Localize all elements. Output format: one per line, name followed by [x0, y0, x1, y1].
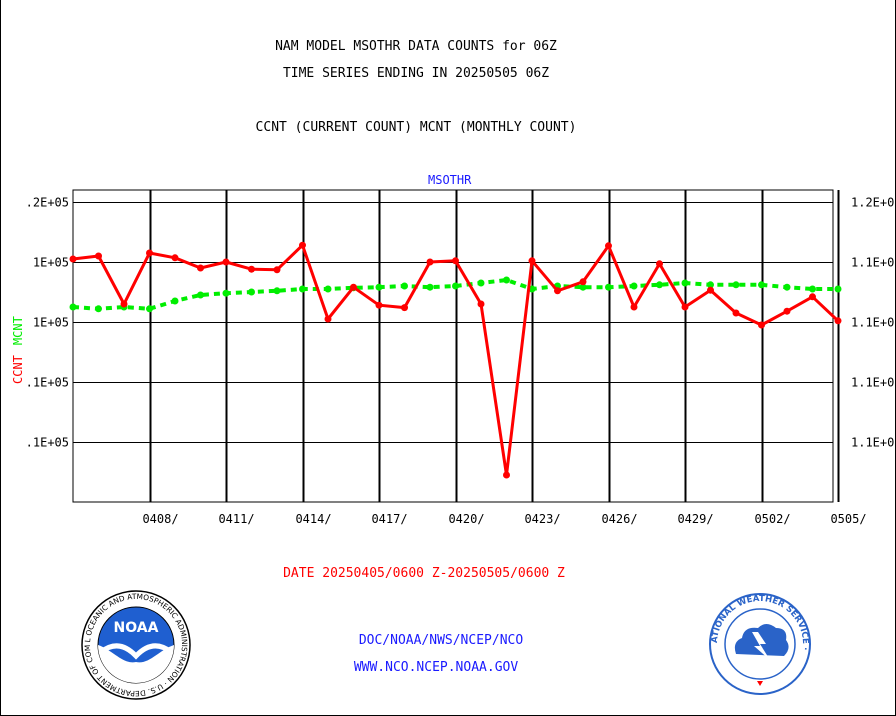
ccnt-axis-label: CCNT: [11, 355, 25, 384]
data-point-mcnt: [605, 283, 612, 291]
data-point-mcnt: [477, 279, 485, 287]
data-point-ccnt: [197, 264, 204, 272]
data-point-ccnt: [783, 307, 791, 315]
data-point-ccnt: [707, 286, 714, 294]
grid: [73, 190, 840, 502]
chart-subtitle: CCNT (CURRENT COUNT) MCNT (MONTHLY COUNT…: [255, 120, 577, 135]
x-tick-label: 0423/: [524, 512, 560, 526]
data-point-ccnt: [324, 315, 332, 323]
data-point-mcnt: [324, 285, 332, 293]
data-point-ccnt: [758, 321, 765, 329]
data-point-ccnt: [656, 260, 663, 268]
y-tick-label-right: 1.1E+0: [851, 376, 894, 390]
data-point-mcnt: [299, 285, 306, 293]
data-point-mcnt: [630, 282, 638, 290]
data-point-ccnt: [452, 257, 459, 265]
noaa-logo-text: NOAA: [114, 620, 159, 636]
y-tick-label-left: .1E+05: [26, 376, 69, 390]
data-point-mcnt: [452, 282, 459, 290]
mcnt-axis-label: MCNT: [11, 316, 25, 346]
data-point-ccnt: [477, 300, 485, 308]
data-point-mcnt: [656, 281, 663, 289]
data-point-ccnt: [375, 301, 383, 309]
data-point-mcnt: [95, 305, 102, 313]
data-point-mcnt: [171, 297, 179, 305]
data-point-ccnt: [681, 303, 689, 311]
data-point-mcnt: [375, 283, 383, 291]
data-point-mcnt: [681, 279, 689, 287]
data-point-mcnt: [401, 282, 408, 290]
data-point-ccnt: [554, 287, 561, 295]
data-point-mcnt: [248, 288, 255, 296]
data-point-ccnt: [401, 304, 408, 312]
data-point-ccnt: [503, 471, 510, 479]
y-tick-label-right: 1.2E+0: [851, 196, 894, 210]
x-tick-label: 0411/: [218, 512, 254, 526]
y-tick-label-left: 1E+05: [33, 256, 69, 270]
chart-title-line1: NAM MODEL MSOTHR DATA COUNTS for 06Z: [275, 39, 557, 54]
y-tick-label-right: 1.1E+0: [851, 436, 894, 450]
noaa-seagull-shape: [98, 645, 174, 683]
data-point-ccnt: [528, 257, 536, 265]
data-point-ccnt: [171, 254, 179, 262]
data-point-ccnt: [350, 283, 357, 291]
x-tick-label: 0420/: [448, 512, 484, 526]
data-point-ccnt: [732, 309, 740, 317]
data-point-ccnt: [248, 265, 255, 273]
y-tick-label-left: .1E+05: [26, 436, 69, 450]
data-point-mcnt: [834, 285, 842, 293]
data-point-mcnt: [426, 283, 434, 291]
data-point-ccnt: [834, 317, 842, 325]
x-tick-label: 0505/: [830, 512, 866, 526]
data-point-mcnt: [707, 281, 714, 289]
data-point-ccnt: [809, 293, 816, 301]
chart-title-line2: TIME SERIES ENDING IN 20250505 06Z: [282, 66, 550, 81]
x-tick-label: 0426/: [601, 512, 637, 526]
data-point-ccnt: [146, 249, 153, 257]
y-tick-label-left: 1E+05: [33, 316, 69, 330]
data-point-ccnt: [69, 255, 77, 263]
data-point-ccnt: [273, 266, 281, 274]
data-point-mcnt: [197, 291, 204, 299]
data-point-ccnt: [299, 241, 306, 249]
data-point-mcnt: [222, 289, 230, 297]
data-point-mcnt: [732, 281, 740, 289]
data-point-ccnt: [222, 258, 230, 266]
data-point-ccnt: [95, 252, 102, 260]
y-axis-labels: CCNT MCNT: [11, 316, 25, 384]
data-point-ccnt: [630, 303, 638, 311]
x-tick-label: 0408/: [142, 512, 178, 526]
data-point-mcnt: [579, 283, 587, 291]
x-tick-label: 0429/: [677, 512, 713, 526]
noaa-logo: NATIONAL OCEANIC AND ATMOSPHERIC ADMINIS…: [79, 590, 191, 700]
data-point-mcnt: [69, 303, 77, 311]
data-point-mcnt: [503, 276, 510, 284]
y-tick-label-right: 1.1E+0: [851, 316, 894, 330]
nws-lightning-icon: [752, 632, 770, 660]
data-point-mcnt: [273, 287, 281, 295]
data-point-ccnt: [426, 258, 434, 266]
x-tick-label: 0502/: [754, 512, 790, 526]
y-tick-label-left: .2E+05: [26, 196, 69, 210]
y-tick-label-right: 1.1E+0: [851, 256, 894, 270]
series-layer: [69, 241, 842, 479]
data-point-mcnt: [809, 285, 816, 293]
plot-frame: [72, 189, 834, 503]
data-point-ccnt: [579, 278, 587, 286]
data-point-mcnt: [146, 305, 153, 313]
x-tick-label: 0417/: [371, 512, 407, 526]
tick-labels: .1E+05 1.1E+0 .1E+05 1.1E+0 1E+05 1.1E+0 1E+05…: [26, 196, 895, 527]
data-point-ccnt: [605, 242, 612, 250]
plot-title: MSOTHR: [428, 173, 472, 187]
data-point-mcnt: [783, 283, 791, 291]
data-point-mcnt: [758, 281, 765, 289]
org-line: DOC/NOAA/NWS/NCEP/NCO: [358, 633, 524, 648]
x-tick-label: 0414/: [295, 512, 331, 526]
x-axis-label: DATE 20250405/0600 Z-20250505/0600 Z: [283, 566, 565, 581]
data-point-ccnt: [120, 300, 128, 308]
nws-logo: NATIONAL WEATHER SERVICE ·: [708, 592, 811, 695]
url-link[interactable]: WWW.NCO.NCEP.NOAA.GOV: [353, 660, 519, 675]
